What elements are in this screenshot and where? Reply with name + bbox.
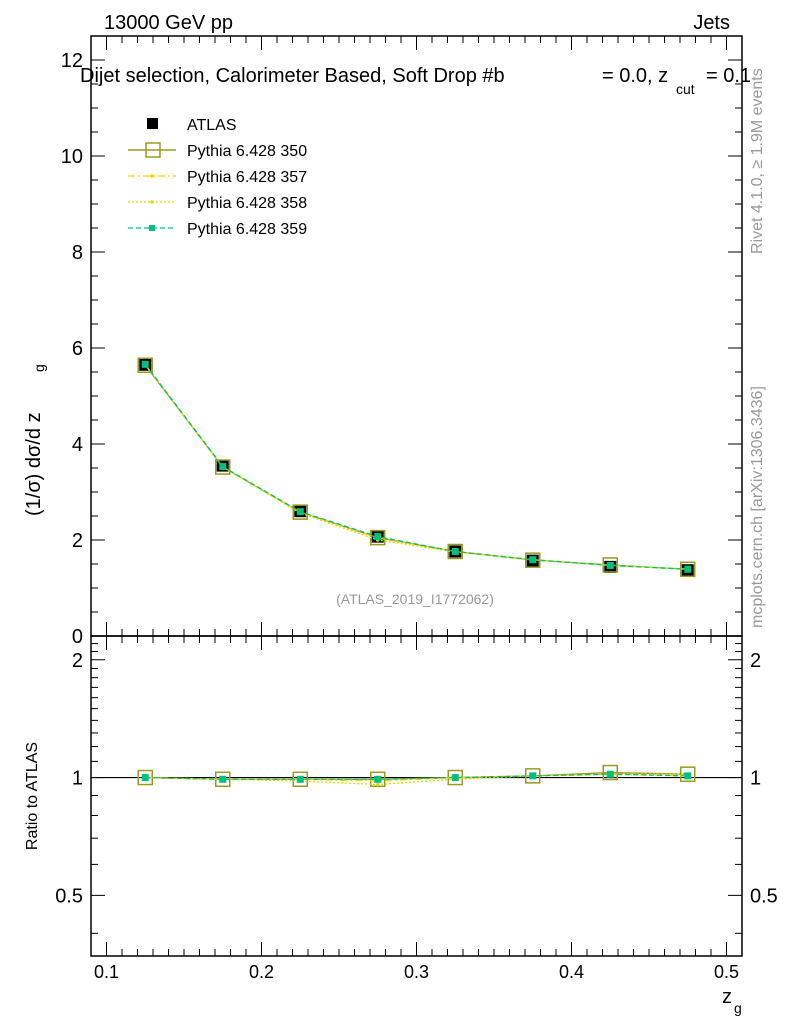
marker-p350: [215, 459, 231, 475]
ratio-y-tick-label: 2: [72, 650, 83, 672]
ratio-y-tick-label-right: 2: [750, 650, 761, 672]
ratio-marker-p359: [451, 774, 459, 782]
ratio-y-label: Ratio to ATLAS: [24, 742, 41, 850]
y-tick-label: 0: [72, 626, 83, 648]
category-label: Jets: [693, 12, 730, 34]
main-y-label-text: (1/σ) dσ/d z: [23, 412, 45, 516]
main-y-label: (1/σ) dσ/d z g: [23, 364, 47, 516]
marker-p359: [606, 561, 614, 569]
x-tick-label: 0.1: [94, 962, 119, 982]
legend-marker-p357: [150, 174, 154, 178]
x-axis-label-text: z: [722, 986, 732, 1008]
ratio-marker-p359: [296, 775, 304, 783]
legend-label-p359: Pythia 6.428 359: [187, 221, 307, 238]
y-tick-label: 12: [61, 50, 83, 72]
marker-p359: [684, 565, 692, 573]
plot-title-params: = 0.0, z: [602, 65, 668, 87]
y-tick-label: 6: [72, 338, 83, 360]
ratio-axes: 0.1 0.2 0.3 0.4 0.5 0.5 0.5 1 1 2 2: [55, 636, 778, 982]
x-tick-label: 0.5: [714, 962, 739, 982]
energy-label: 13000 GeV pp: [104, 12, 233, 34]
legend: ATLAS Pythia 6.428 350 Pythia 6.428 357 …: [128, 117, 307, 238]
ratio-y-tick-label-right: 1: [750, 768, 761, 790]
ratio-marker-p359: [529, 772, 537, 780]
x-tick-label: 0.3: [404, 962, 429, 982]
marker-p359: [296, 508, 304, 516]
legend-marker-p359: [149, 225, 155, 231]
ratio-y-tick-label: 0.5: [55, 885, 83, 907]
legend-marker-p350: [145, 142, 161, 158]
marker-p359: [141, 360, 149, 368]
marker-p359: [451, 548, 459, 556]
legend-label-p350: Pythia 6.428 350: [187, 143, 307, 160]
legend-marker-p358: [150, 200, 154, 204]
ratio-series-line-p359: [145, 773, 688, 780]
ratio-panel-frame: [90, 635, 743, 957]
x-tick-label: 0.2: [249, 962, 274, 982]
ratio-marker-p359: [219, 775, 227, 783]
x-tick-label: 0.4: [559, 962, 584, 982]
ratio-marker-p359: [684, 772, 692, 780]
y-tick-label: 10: [61, 146, 83, 168]
series-line-p359: [144, 363, 688, 570]
marker-p359: [219, 463, 227, 471]
y-tick-label: 2: [72, 530, 83, 552]
ratio-marker-p359: [374, 775, 382, 783]
legend-label-p358: Pythia 6.428 358: [187, 195, 307, 212]
ratio-series-line-p350: [145, 771, 688, 780]
marker-p359: [529, 556, 537, 564]
ratio-y-tick-label: 1: [72, 768, 83, 790]
legend-marker-atlas: [147, 118, 158, 129]
plot-title-suffix: = 0.1: [706, 65, 751, 87]
x-axis-label-sub: g: [734, 1000, 742, 1016]
ratio-marker-p350: [680, 766, 696, 782]
main-series: [137, 357, 696, 578]
plot-title-main: Dijet selection, Calorimeter Based, Soft…: [80, 65, 505, 87]
ratio-marker-p359: [606, 770, 614, 778]
main-axes: 0 2 4 6 8 10 12: [61, 35, 743, 648]
marker-p350: [137, 357, 153, 374]
marker-p359: [374, 533, 382, 541]
ratio-marker-p359: [141, 774, 149, 782]
y-tick-label: 8: [72, 242, 83, 264]
ratio-y-tick-label-right: 0.5: [750, 885, 778, 907]
marker-p350: [292, 504, 308, 520]
x-axis-label: z g: [722, 986, 742, 1016]
ratio-marker-p358: [375, 782, 380, 787]
analysis-id: (ATLAS_2019_I1772062): [336, 591, 494, 607]
legend-label-atlas: ATLAS: [187, 117, 237, 134]
plot-title: Dijet selection, Calorimeter Based, Soft…: [80, 65, 751, 97]
plot-title-sub: cut: [676, 81, 695, 97]
mcplots-label: mcplots.cern.ch [arXiv:1306.3436]: [749, 386, 766, 628]
ratio-marker-p350: [602, 764, 618, 781]
ratio-series: [137, 764, 696, 788]
main-y-label-sub: g: [31, 364, 47, 372]
legend-label-p357: Pythia 6.428 357: [187, 169, 307, 186]
rivet-label: Rivet 4.1.0, ≥ 1.9M events: [749, 68, 766, 254]
y-tick-label: 4: [72, 434, 83, 456]
